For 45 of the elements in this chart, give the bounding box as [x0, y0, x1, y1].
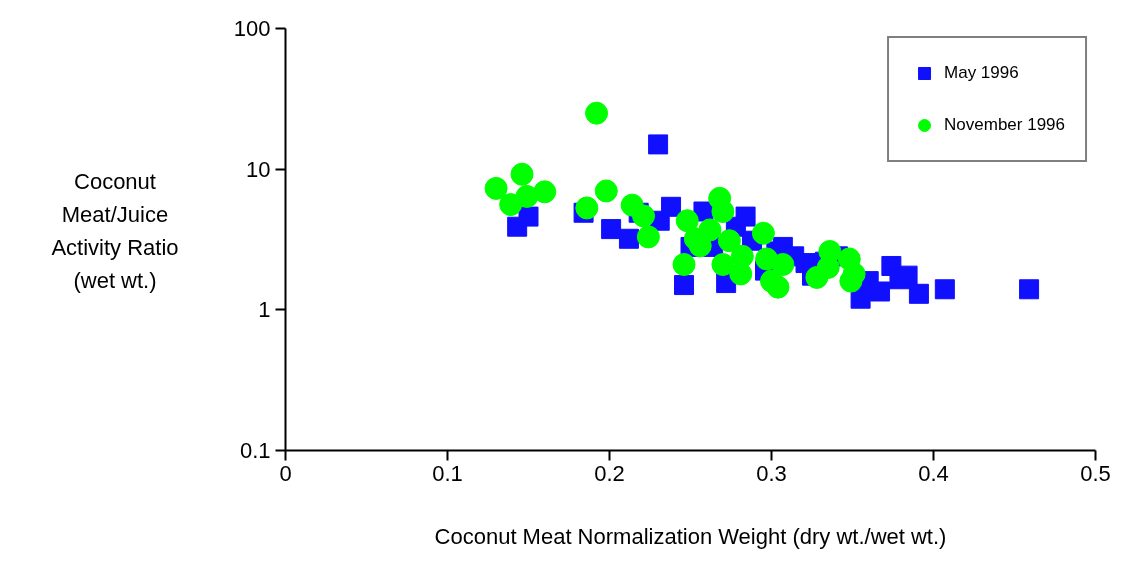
point	[711, 200, 735, 223]
point	[766, 275, 790, 299]
legend-label: November 1996	[944, 115, 1065, 135]
y-tick-label: 10	[246, 156, 271, 182]
point	[711, 253, 735, 276]
point	[897, 265, 918, 286]
x-tick-label: 0.4	[918, 460, 949, 486]
x-tick-label: 0.3	[756, 460, 787, 486]
point	[533, 180, 557, 204]
point	[717, 229, 741, 253]
point	[674, 275, 695, 296]
point	[585, 101, 609, 125]
point	[594, 179, 618, 203]
x-tick-label: 0.2	[594, 460, 625, 486]
point	[908, 283, 929, 304]
point	[632, 204, 656, 228]
point	[1019, 279, 1040, 300]
point	[818, 239, 842, 263]
point	[675, 209, 699, 233]
point	[618, 228, 639, 249]
point	[601, 219, 622, 240]
x-tick-label: 0.5	[1080, 460, 1111, 486]
point	[575, 196, 599, 220]
point	[661, 196, 682, 217]
y-tick-label: 1	[258, 297, 271, 323]
y-tick-label: 100	[233, 16, 271, 41]
point	[870, 281, 891, 302]
point	[934, 279, 955, 300]
point	[672, 253, 696, 276]
y-axis-title: Coconut Meat/Juice Activity Ratio (wet wt.)	[51, 168, 179, 295]
y-tick-label: 0.1	[239, 438, 271, 463]
x-tick-label: 0.1	[432, 460, 463, 486]
point	[518, 206, 539, 227]
point	[510, 162, 534, 186]
point	[648, 134, 669, 155]
x-tick-label: 0	[279, 460, 292, 486]
point	[771, 253, 795, 276]
point	[636, 225, 660, 249]
legend-label: May 1996	[944, 63, 1019, 83]
point	[751, 221, 775, 245]
point	[735, 206, 756, 227]
x-axis-title: Coconut Meat Normalization Weight (dry wt./wet wt.)	[434, 523, 947, 549]
point	[698, 218, 722, 242]
point	[484, 176, 508, 200]
point	[730, 244, 754, 268]
